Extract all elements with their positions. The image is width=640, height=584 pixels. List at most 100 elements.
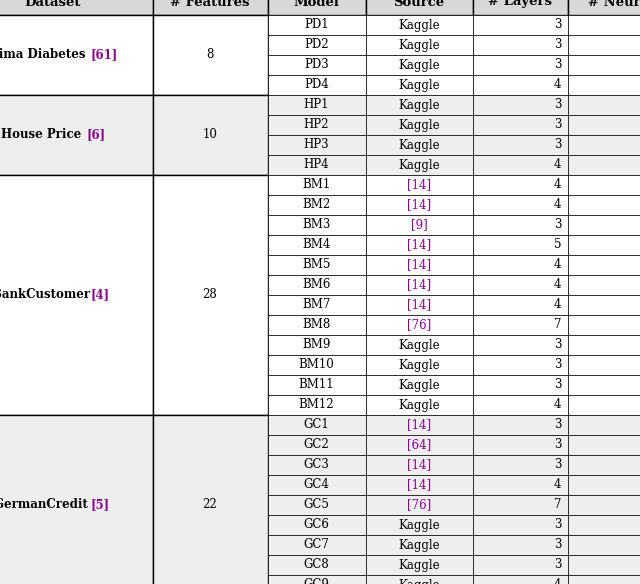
- Bar: [568, 375, 640, 395]
- Bar: [365, 215, 472, 235]
- Bar: [268, 135, 365, 155]
- Bar: [568, 395, 640, 415]
- Text: Kaggle: Kaggle: [398, 378, 440, 391]
- Text: 5: 5: [554, 238, 561, 252]
- Bar: [268, 355, 365, 375]
- Bar: [472, 0, 568, 15]
- Bar: [268, 495, 365, 515]
- Text: 3: 3: [554, 39, 561, 51]
- Text: [14]: [14]: [407, 458, 431, 471]
- Bar: [268, 415, 365, 435]
- Bar: [365, 115, 472, 135]
- Text: Kaggle: Kaggle: [398, 99, 440, 112]
- Bar: [365, 415, 472, 435]
- Text: 3: 3: [554, 138, 561, 151]
- Bar: [365, 495, 472, 515]
- Text: 7: 7: [554, 499, 561, 512]
- Text: 8: 8: [206, 48, 214, 61]
- Bar: [568, 275, 640, 295]
- Bar: [568, 555, 640, 575]
- Text: [76]: [76]: [407, 318, 431, 332]
- Bar: [365, 75, 472, 95]
- Text: 28: 28: [203, 288, 218, 301]
- Text: 7: 7: [554, 318, 561, 332]
- Text: [14]: [14]: [407, 298, 431, 311]
- Bar: [365, 475, 472, 495]
- Text: 3: 3: [554, 99, 561, 112]
- Text: 3: 3: [554, 19, 561, 32]
- Bar: [472, 335, 568, 355]
- Bar: [472, 375, 568, 395]
- Text: 3: 3: [554, 58, 561, 71]
- Bar: [0, 415, 152, 584]
- Bar: [268, 275, 365, 295]
- Bar: [568, 335, 640, 355]
- Bar: [472, 455, 568, 475]
- Bar: [472, 55, 568, 75]
- Bar: [472, 75, 568, 95]
- Text: BM8: BM8: [302, 318, 331, 332]
- Text: PD2: PD2: [304, 39, 329, 51]
- Text: [14]: [14]: [407, 478, 431, 492]
- Bar: [268, 475, 365, 495]
- Text: Model: Model: [294, 0, 339, 9]
- Text: 3: 3: [554, 119, 561, 131]
- Bar: [268, 455, 365, 475]
- Text: GC2: GC2: [303, 439, 330, 451]
- Bar: [568, 155, 640, 175]
- Bar: [472, 355, 568, 375]
- Bar: [365, 175, 472, 195]
- Text: 3: 3: [554, 339, 561, 352]
- Text: 4: 4: [554, 179, 561, 192]
- Bar: [268, 115, 365, 135]
- Text: [14]: [14]: [407, 179, 431, 192]
- Bar: [365, 135, 472, 155]
- Bar: [152, 15, 268, 95]
- Bar: [472, 175, 568, 195]
- Bar: [568, 475, 640, 495]
- Text: Kaggle: Kaggle: [398, 158, 440, 172]
- Text: Kaggle: Kaggle: [398, 538, 440, 551]
- Bar: [568, 115, 640, 135]
- Text: Kaggle: Kaggle: [398, 138, 440, 151]
- Bar: [472, 475, 568, 495]
- Text: 3: 3: [554, 439, 561, 451]
- Bar: [568, 195, 640, 215]
- Text: GC1: GC1: [303, 419, 330, 432]
- Text: 4: 4: [554, 199, 561, 211]
- Text: [6]: [6]: [87, 128, 106, 141]
- Bar: [472, 275, 568, 295]
- Bar: [268, 75, 365, 95]
- Bar: [568, 515, 640, 535]
- Bar: [0, 0, 152, 15]
- Bar: [568, 95, 640, 115]
- Bar: [568, 295, 640, 315]
- Bar: [365, 435, 472, 455]
- Bar: [365, 95, 472, 115]
- Bar: [365, 195, 472, 215]
- Bar: [365, 515, 472, 535]
- Text: 4: 4: [554, 78, 561, 92]
- Text: 4: 4: [554, 158, 561, 172]
- Bar: [472, 95, 568, 115]
- Bar: [0, 95, 152, 175]
- Text: [4]: [4]: [90, 288, 109, 301]
- Text: 3: 3: [554, 558, 561, 572]
- Bar: [472, 215, 568, 235]
- Bar: [365, 335, 472, 355]
- Bar: [568, 495, 640, 515]
- Text: [14]: [14]: [407, 419, 431, 432]
- Text: BM7: BM7: [302, 298, 331, 311]
- Bar: [568, 175, 640, 195]
- Bar: [365, 575, 472, 584]
- Bar: [472, 135, 568, 155]
- Text: 3: 3: [554, 458, 561, 471]
- Bar: [472, 315, 568, 335]
- Bar: [472, 395, 568, 415]
- Bar: [365, 155, 472, 175]
- Text: 10: 10: [203, 128, 218, 141]
- Bar: [365, 0, 472, 15]
- Bar: [568, 35, 640, 55]
- Text: BM3: BM3: [302, 218, 331, 231]
- Bar: [365, 535, 472, 555]
